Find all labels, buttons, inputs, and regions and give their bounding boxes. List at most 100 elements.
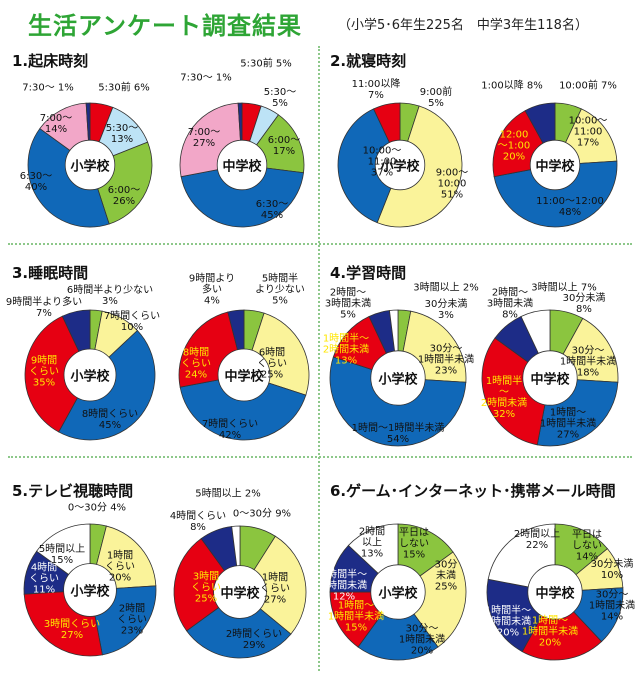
slice-label-p1-0-0: 5:30前 6%: [98, 82, 150, 94]
slice-label-p4-1-1: 30分～ 1時間半未満 18%: [559, 345, 617, 379]
chart-title-p3: 3.睡眠時間: [12, 264, 89, 282]
slice-label-p5-0-3: 3時間くらい 27%: [43, 619, 101, 641]
slice-label-p6-1-5: 2時間以上 22%: [513, 529, 561, 551]
slice-label-p5-1-4: 4時間くらい 8%: [169, 511, 227, 533]
pie-center-label: 小学校: [70, 584, 110, 600]
slice-label-p3-0-0: 6時間半より少ない 3%: [66, 285, 154, 307]
pie-center-label: 小学校: [70, 159, 110, 175]
slice-label-p6-0-1: 30分 未満 25%: [434, 559, 458, 593]
chart-title-p2: 2.就寝時刻: [330, 52, 407, 70]
slice-label-p2-1-2: 11:00～12:00 48%: [536, 196, 604, 218]
pie-chart-p6-elementary: [329, 523, 467, 661]
slice-label-p4-1-4: 2時間～ 3時間未満 8%: [486, 287, 534, 321]
slice-label-p3-0-2: 8時間くらい 45%: [81, 409, 139, 431]
pie-hole: [527, 564, 583, 620]
pie-center-label: 小学校: [378, 586, 418, 602]
slice-label-p1-0-4: 7:00～ 14%: [39, 113, 73, 135]
pie-center-label: 小学校: [380, 159, 420, 175]
pie-hole: [374, 139, 426, 191]
pie-chart-p2-elementary: [337, 102, 463, 228]
slice-label-p6-0-3: 1時間～ 1時間半未満 15%: [327, 600, 385, 634]
pie-hole: [63, 563, 117, 617]
slice-label-p2-0-0: 9:00前 5%: [419, 87, 453, 109]
pie-slice-p6-0-2: [357, 591, 439, 661]
pie-chart-p6-junior-high: [486, 523, 624, 661]
slice-label-p5-1-3: 3時間 くらい 25%: [191, 571, 221, 605]
pie-hole: [64, 139, 116, 191]
slice-label-p5-0-0: 0～30分 4%: [67, 502, 127, 514]
page-subtitle: （小学5･6年生225名 中学3年生118名）: [338, 18, 588, 33]
pie-chart-p1-junior-high: [179, 102, 305, 228]
slice-label-p2-1-1: 10:00～ 11:00 17%: [568, 115, 608, 149]
chart-title-p5: 5.テレビ視聴時間: [12, 482, 134, 500]
slice-label-p1-1-4: 7:00～ 27%: [187, 127, 221, 149]
slice-label-p6-0-5: 2時間 以上 13%: [358, 526, 386, 560]
pie-center-label: 中学校: [222, 159, 262, 175]
slice-label-p4-0-4: 2時間～ 3時間未満 5%: [324, 287, 372, 321]
pie-center-label: 中学校: [535, 159, 575, 175]
pie-chart-p2-junior-high: [492, 102, 618, 228]
slice-label-p4-0-5: 3時間以上 2%: [413, 282, 479, 294]
slice-label-p3-1-1: 6時間 くらい 25%: [257, 347, 287, 381]
pie-slice-p5-1-1: [239, 535, 307, 635]
slice-label-p5-0-2: 2時間 くらい 23%: [117, 603, 147, 637]
slice-label-p5-0-4: 4時間 くらい 11%: [29, 562, 59, 596]
slice-label-p5-0-1: 1時間 くらい 20%: [105, 550, 135, 584]
slice-label-p5-1-1: 1時間 くらい 27%: [260, 572, 290, 606]
divider-row2: [8, 456, 632, 458]
slice-label-p3-0-1: 7時間くらい 10%: [103, 311, 161, 333]
slice-label-p4-1-3: 1時間半 ～ 2時間未満 32%: [480, 376, 528, 420]
slice-label-p3-1-3: 8時間 くらい 24%: [181, 347, 211, 381]
pie-center-label: 小学校: [378, 372, 418, 388]
slice-label-p3-1-2: 7時間くらい 42%: [201, 419, 259, 441]
slice-label-p6-1-4: 1時間半～ 2時間未満 20%: [484, 605, 532, 639]
slice-label-p5-1-0: 0～30分 9%: [232, 508, 292, 520]
divider-row1: [8, 243, 632, 245]
slice-label-p3-0-4: 9時間半より多い 7%: [5, 297, 83, 319]
pie-hole: [63, 348, 117, 402]
slice-label-p6-1-1: 30分未満 10%: [590, 559, 634, 581]
pie-center-label: 中学校: [535, 586, 575, 602]
divider-col: [318, 46, 320, 671]
pie-center-label: 中学校: [220, 586, 260, 602]
pie-chart-p1-elementary: [27, 102, 153, 228]
slice-label-p4-1-2: 1時間～ 1時間半未満 27%: [539, 407, 597, 441]
slice-label-p4-0-3: 1時間半～ 2時間未満 13%: [322, 333, 370, 367]
slice-label-p6-1-0: 平日は しない 14%: [572, 529, 602, 563]
chart-title-p4: 4.学習時間: [330, 264, 407, 282]
slice-label-p4-0-2: 1時間～1時間半未満 54%: [351, 423, 445, 445]
pie-slice-p6-1-3: [521, 591, 603, 661]
slice-label-p1-0-1: 5:30～ 13%: [105, 123, 139, 145]
pie-chart-p3-elementary: [24, 309, 156, 441]
slice-label-p2-1-3: 12:00 ～1:00 20%: [497, 129, 531, 163]
pie-center-label: 中学校: [224, 369, 264, 385]
slice-label-p3-1-0: 5時間半 より少ない 5%: [255, 273, 305, 307]
pie-hole: [522, 350, 578, 406]
slice-label-p2-1-4: 1:00以降 8%: [481, 80, 543, 92]
pie-hole: [370, 350, 426, 406]
pie-slice-p6-0-1: [397, 551, 467, 648]
slice-label-p4-0-0: 30分未満 3%: [424, 299, 468, 321]
pie-chart-p3-junior-high: [178, 309, 310, 441]
pie-slice-p1-1-3: [180, 164, 304, 228]
slice-label-p6-1-3: 1時間～ 1時間半未満 20%: [521, 615, 579, 649]
slice-label-p6-0-2: 30分～ 1時間未満 20%: [398, 623, 446, 657]
pie-hole: [529, 139, 581, 191]
chart-title-p1: 1.起床時刻: [12, 52, 89, 70]
pie-slice-p3-0-3: [24, 315, 91, 433]
pie-chart-p5-junior-high: [173, 525, 307, 659]
slice-label-p1-0-2: 6:00～ 26%: [107, 185, 141, 207]
pie-chart-p5-elementary: [23, 523, 157, 657]
slice-label-p2-0-2: 10:00～ 11:00 37%: [362, 145, 402, 179]
slice-label-p5-0-5: 5時間以上 15%: [38, 544, 86, 566]
slice-label-p6-0-4: 1時間半～ 2時間未満 12%: [320, 569, 368, 603]
slice-label-p1-1-1: 5:30～ 5%: [263, 87, 297, 109]
pie-hole: [213, 565, 267, 619]
pie-slice-p4-1-3: [481, 337, 551, 446]
slice-label-p5-1-2: 2時間くらい 29%: [225, 629, 283, 651]
pie-chart-p4-elementary: [329, 309, 467, 447]
slice-label-p6-0-0: 平日は しない 15%: [399, 527, 429, 561]
slice-label-p1-0-5: 7:30～ 1%: [22, 82, 74, 94]
pie-slice-p2-0-2: [337, 108, 401, 224]
slice-label-p1-1-2: 6:00～ 17%: [267, 135, 301, 157]
